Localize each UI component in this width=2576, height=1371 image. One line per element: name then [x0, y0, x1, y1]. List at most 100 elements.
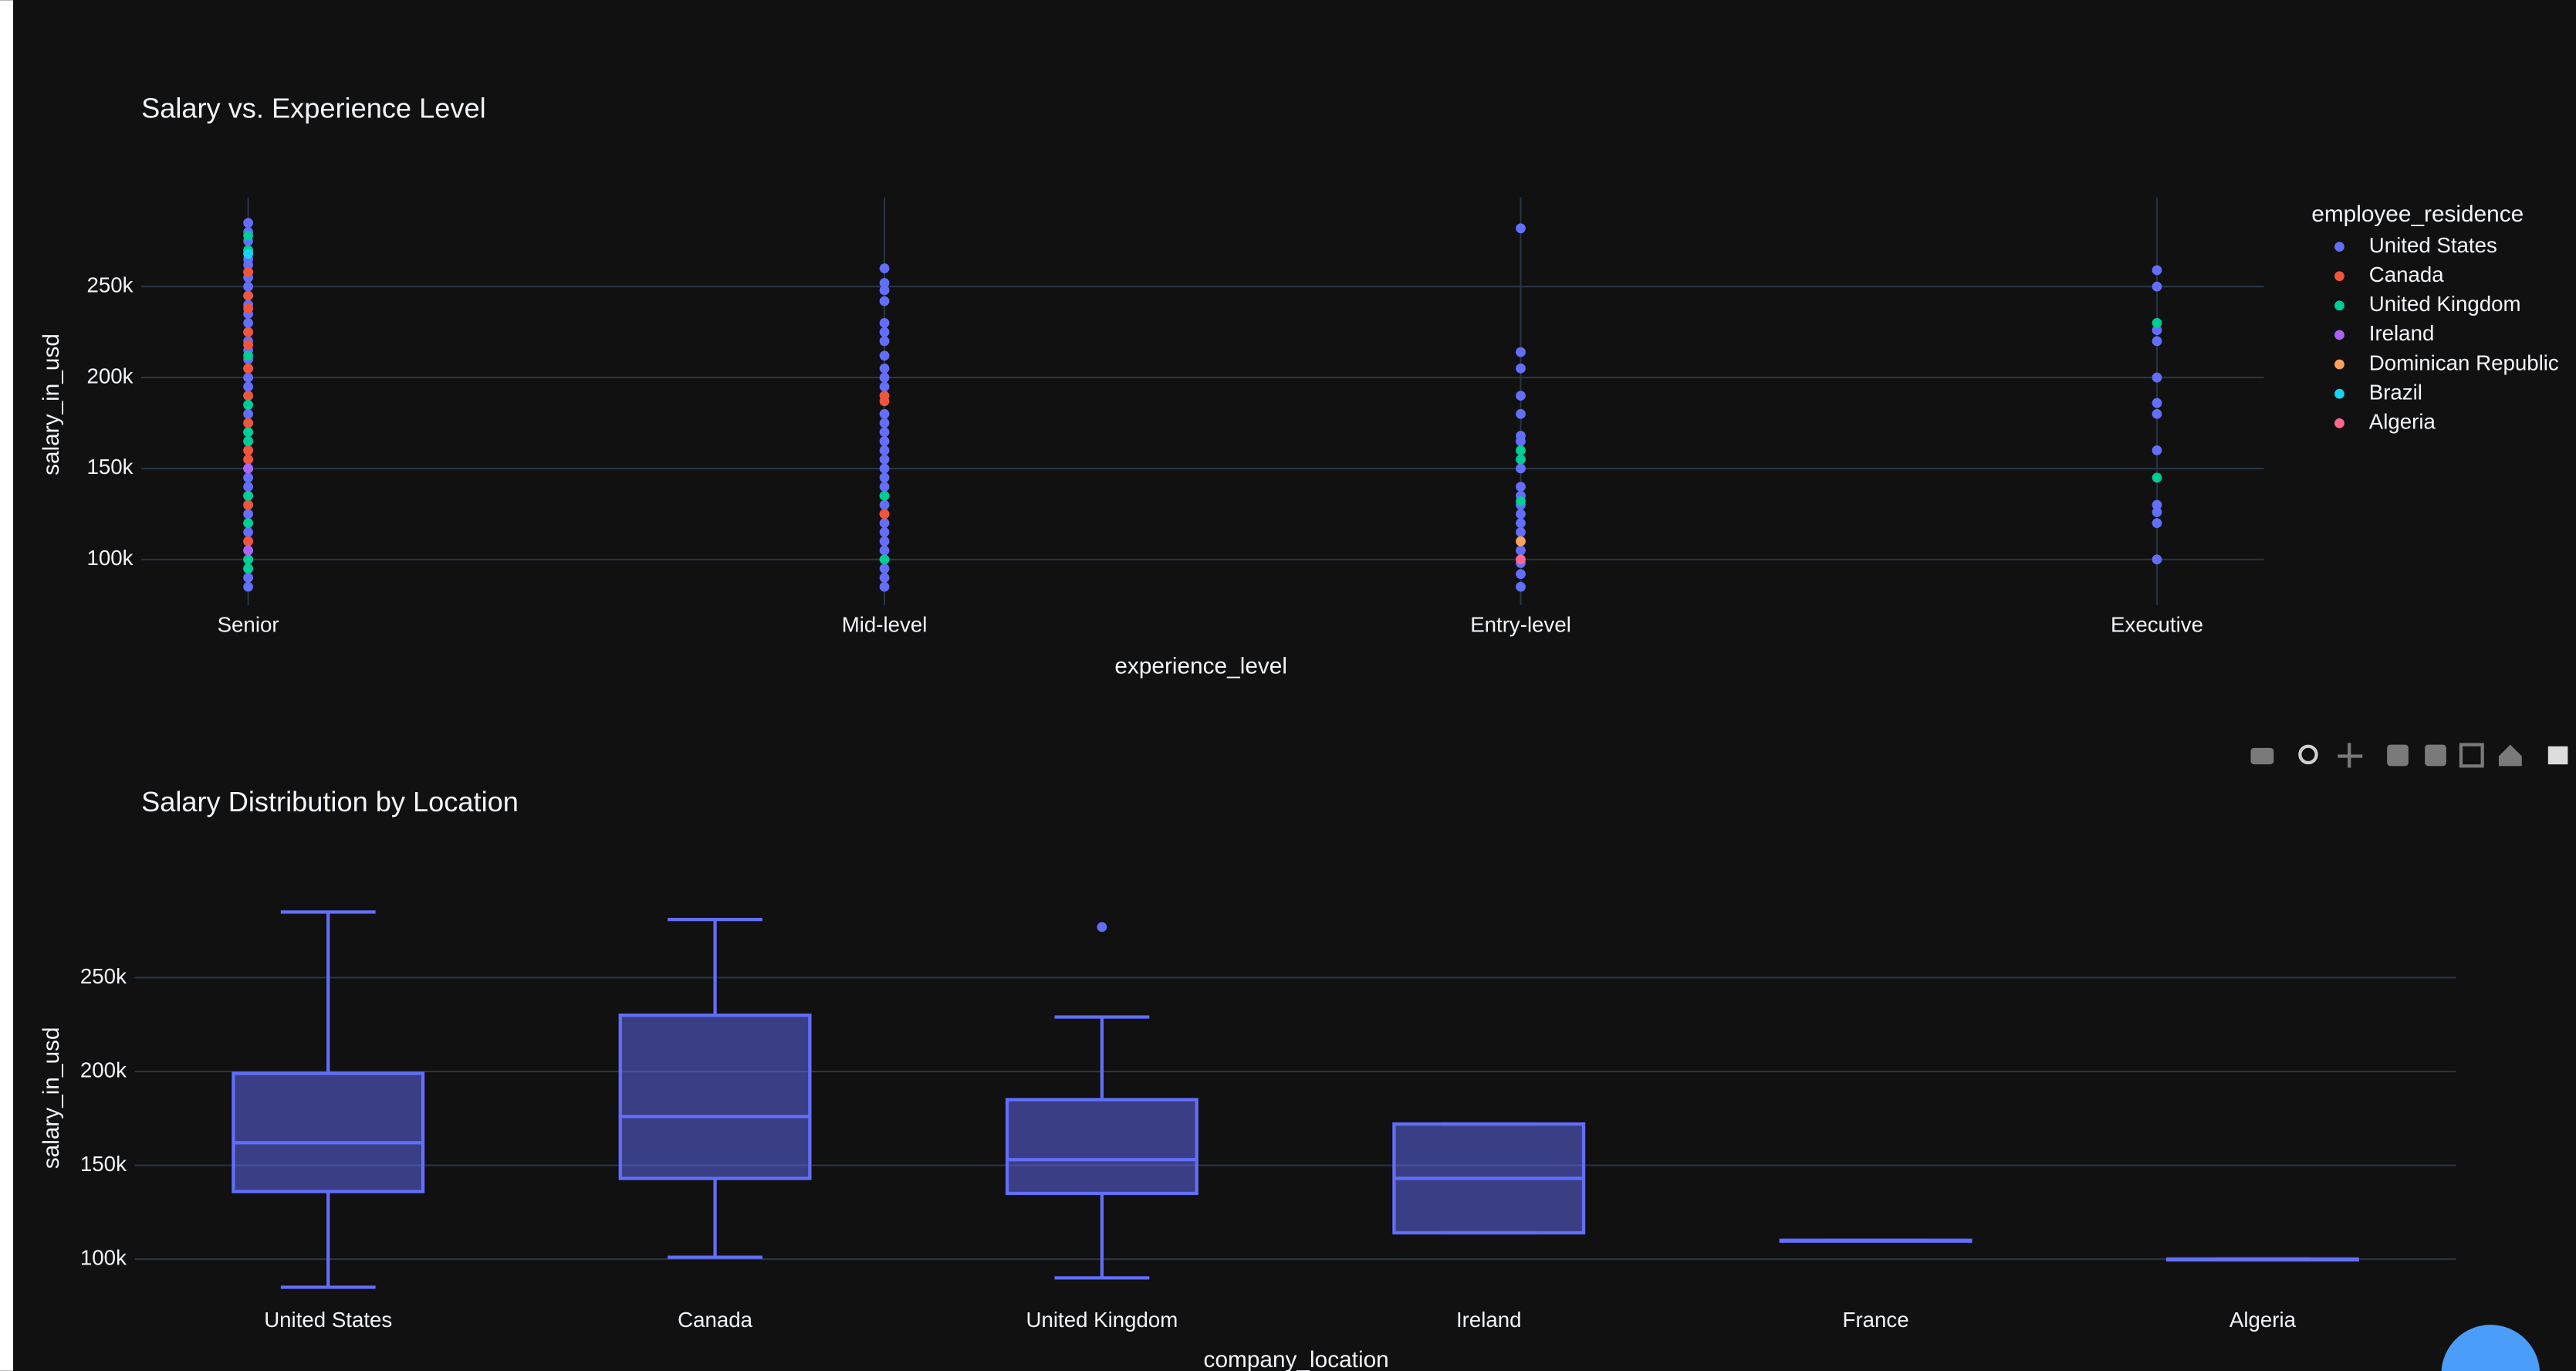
point: [1516, 223, 1526, 234]
point: [243, 290, 253, 301]
point: [879, 336, 890, 347]
point: [243, 391, 253, 401]
point: [243, 266, 253, 277]
point: [879, 445, 890, 455]
y-tick-label: 200k: [86, 364, 133, 388]
point: [1516, 391, 1526, 401]
point: [243, 499, 253, 510]
camera-button[interactable]: [2250, 747, 2274, 765]
point: [879, 372, 890, 383]
point: [243, 303, 253, 313]
legend-marker: [2334, 271, 2344, 282]
box: [1005, 1098, 1198, 1196]
y-tick-label: 100k: [86, 546, 133, 570]
legend-label: Brazil: [2369, 380, 2422, 404]
point: [2152, 499, 2162, 510]
point: [1516, 482, 1526, 492]
legend-label: Ireland: [2369, 321, 2435, 345]
point: [2152, 281, 2162, 292]
point: [879, 454, 890, 465]
y-tick-label: 100k: [80, 1245, 127, 1269]
point: [1516, 408, 1526, 419]
y-tick-label: 250k: [86, 273, 133, 297]
code-button[interactable]: [2441, 1325, 2541, 1371]
point: [243, 527, 253, 537]
point: [243, 372, 253, 383]
point: [879, 572, 890, 583]
point: [879, 527, 890, 537]
zoom-out-button[interactable]: [2425, 744, 2446, 767]
point: [879, 278, 890, 288]
point: [1516, 445, 1526, 455]
point: [2152, 445, 2162, 455]
point: [243, 381, 253, 392]
point: [879, 408, 890, 419]
pan-button[interactable]: [2338, 743, 2363, 768]
legend-marker: [2334, 359, 2344, 370]
legend-label: United States: [2369, 233, 2497, 257]
point: [243, 317, 253, 328]
point: [2152, 265, 2162, 276]
point: [1516, 509, 1526, 520]
point: [879, 564, 890, 574]
y-axis-title: salary_in_usd: [39, 333, 64, 476]
box: [232, 1071, 425, 1193]
point: [879, 296, 890, 306]
point: [879, 381, 890, 392]
point: [1516, 518, 1526, 529]
point: [879, 363, 890, 374]
legend-label: Dominican Republic: [2369, 350, 2559, 374]
zoom-in-button[interactable]: [2387, 744, 2409, 767]
y-tick-label: 250k: [80, 964, 127, 988]
point: [243, 509, 253, 520]
point: [243, 564, 253, 574]
legend-label: United Kingdom: [2369, 292, 2521, 316]
legend-marker: [2334, 300, 2344, 311]
point: [879, 499, 890, 510]
point: [879, 427, 890, 438]
point: [879, 581, 890, 592]
legend-marker: [2334, 242, 2344, 252]
x-tick-label: France: [1843, 1308, 1909, 1332]
point: [243, 436, 253, 446]
point: [879, 436, 890, 446]
point: [879, 472, 890, 483]
point: [879, 509, 890, 520]
zoom-button[interactable]: [2298, 744, 2318, 765]
point: [243, 281, 253, 292]
point: [879, 554, 890, 565]
x-tick-label: Senior: [218, 613, 279, 637]
x-axis-title: company_location: [1204, 1347, 1389, 1371]
point: [1516, 569, 1526, 580]
point: [243, 518, 253, 529]
point: [879, 317, 890, 328]
autoscale-button[interactable]: [2459, 743, 2484, 768]
modebar: [2250, 743, 2568, 768]
y-tick-label: 150k: [86, 455, 133, 479]
x-tick-label: United Kingdom: [1026, 1308, 1178, 1332]
point: [243, 350, 253, 361]
point: [2152, 317, 2162, 328]
point: [2152, 554, 2162, 565]
x-tick-label: Algeria: [2229, 1308, 2297, 1332]
x-tick-label: United States: [264, 1308, 392, 1332]
box: [618, 1013, 812, 1180]
point: [879, 263, 890, 274]
x-axis-title: experience_level: [1114, 653, 1287, 679]
legend-marker: [2334, 418, 2344, 428]
legend-label: Canada: [2369, 262, 2444, 286]
point: [243, 554, 253, 565]
point: [2152, 518, 2162, 529]
point: [879, 463, 890, 474]
y-tick-label: 200k: [80, 1058, 127, 1082]
point: [879, 518, 890, 529]
point: [243, 327, 253, 337]
point: [1516, 496, 1526, 506]
reset-button[interactable]: [2498, 744, 2522, 767]
point: [243, 581, 253, 592]
point: [2152, 325, 2162, 336]
plotly-logo[interactable]: [2547, 746, 2568, 765]
point: [879, 418, 890, 428]
